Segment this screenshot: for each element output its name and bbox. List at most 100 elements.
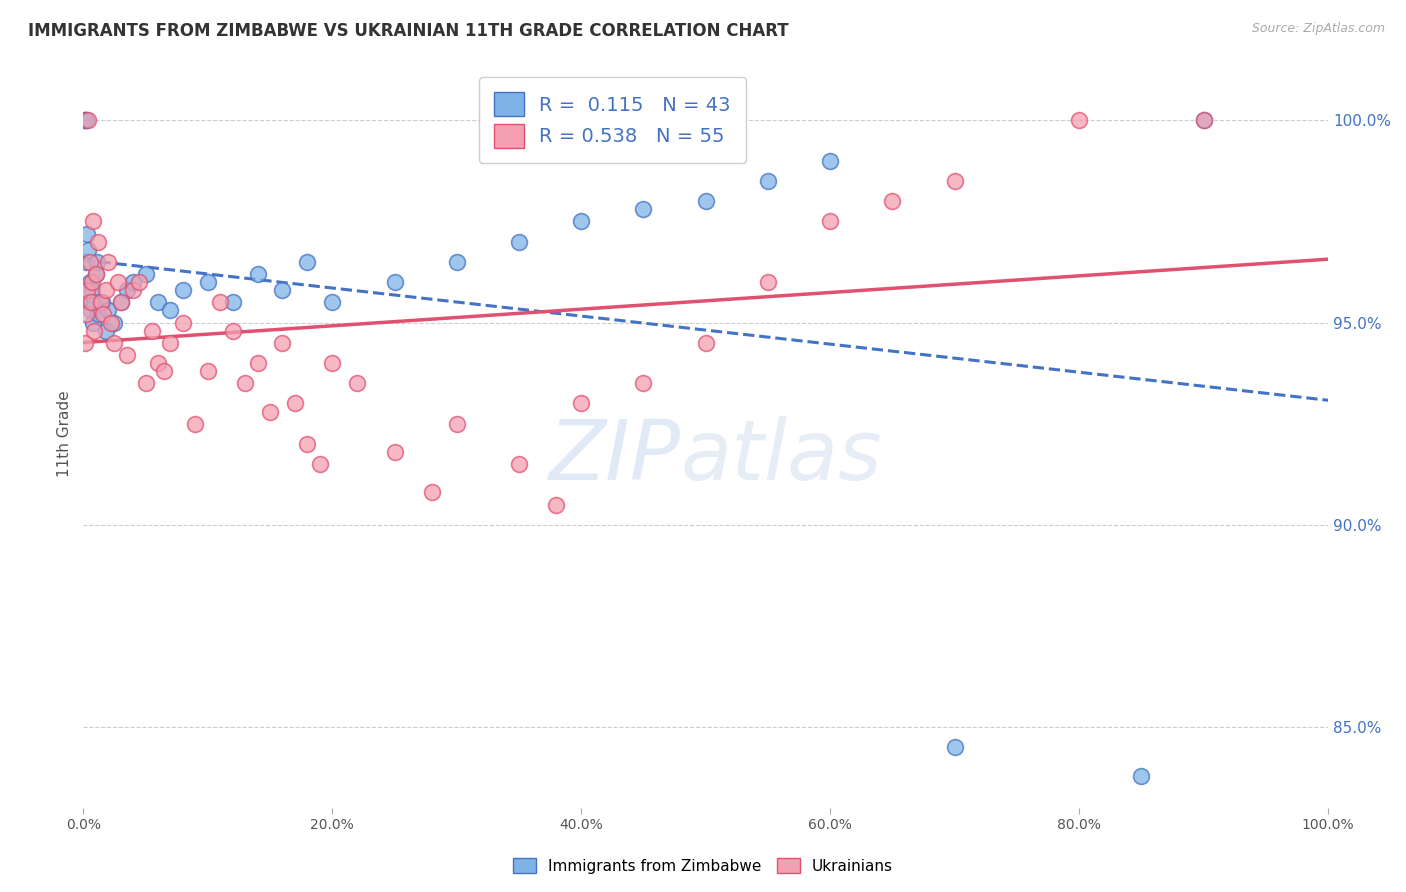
Point	[76, 283, 98, 297]
Point	[633, 376, 655, 391]
Point	[141, 324, 163, 338]
Point	[271, 335, 294, 350]
Point	[84, 267, 107, 281]
Point	[1130, 769, 1153, 783]
Point	[75, 113, 97, 128]
Point	[73, 113, 96, 128]
Y-axis label: 11th Grade: 11th Grade	[58, 391, 72, 477]
Point	[633, 202, 655, 217]
Point	[76, 227, 98, 241]
Point	[80, 303, 103, 318]
Point	[73, 335, 96, 350]
Point	[246, 356, 269, 370]
Point	[79, 275, 101, 289]
Point	[297, 437, 319, 451]
Point	[122, 283, 145, 297]
Text: Source: ZipAtlas.com: Source: ZipAtlas.com	[1251, 22, 1385, 36]
Point	[153, 364, 176, 378]
Point	[90, 295, 112, 310]
Point	[221, 324, 243, 338]
Point	[75, 308, 97, 322]
Point	[122, 275, 145, 289]
Point	[172, 283, 194, 297]
Point	[384, 275, 406, 289]
Text: IMMIGRANTS FROM ZIMBABWE VS UKRAINIAN 11TH GRADE CORRELATION CHART: IMMIGRANTS FROM ZIMBABWE VS UKRAINIAN 11…	[28, 22, 789, 40]
Text: ZIP: ZIP	[548, 416, 681, 497]
Point	[82, 316, 104, 330]
Point	[246, 267, 269, 281]
Text: atlas: atlas	[681, 416, 883, 497]
Point	[756, 275, 779, 289]
Point	[271, 283, 294, 297]
Point	[103, 316, 125, 330]
Point	[75, 255, 97, 269]
Point	[508, 235, 530, 249]
Point	[695, 335, 717, 350]
Point	[91, 308, 114, 322]
Point	[321, 295, 343, 310]
Point	[84, 267, 107, 281]
Point	[87, 235, 110, 249]
Point	[80, 275, 103, 289]
Point	[146, 356, 169, 370]
Point	[882, 194, 904, 209]
Point	[82, 214, 104, 228]
Point	[297, 255, 319, 269]
Point	[818, 153, 841, 168]
Point	[446, 255, 468, 269]
Point	[100, 316, 122, 330]
Point	[321, 356, 343, 370]
Point	[159, 303, 181, 318]
Point	[128, 275, 150, 289]
Point	[110, 295, 132, 310]
Point	[943, 174, 966, 188]
Point	[346, 376, 368, 391]
Point	[83, 295, 105, 310]
Point	[110, 295, 132, 310]
Point	[221, 295, 243, 310]
Point	[284, 396, 307, 410]
Point	[83, 324, 105, 338]
Point	[80, 283, 103, 297]
Point	[446, 417, 468, 431]
Point	[97, 303, 120, 318]
Point	[308, 457, 330, 471]
Point	[146, 295, 169, 310]
Point	[233, 376, 256, 391]
Legend: R =  0.115   N = 43, R = 0.538   N = 55: R = 0.115 N = 43, R = 0.538 N = 55	[479, 77, 747, 163]
Point	[86, 255, 108, 269]
Point	[77, 295, 100, 310]
Point	[943, 740, 966, 755]
Point	[569, 396, 592, 410]
Point	[384, 445, 406, 459]
Point	[87, 308, 110, 322]
Point	[1192, 113, 1215, 128]
Point	[1069, 113, 1091, 128]
Point	[135, 267, 157, 281]
Point	[1192, 113, 1215, 128]
Point	[197, 364, 219, 378]
Point	[259, 404, 281, 418]
Point	[184, 417, 207, 431]
Point	[94, 283, 117, 297]
Point	[75, 113, 97, 128]
Point	[115, 348, 138, 362]
Point	[91, 295, 114, 310]
Point	[135, 376, 157, 391]
Point	[209, 295, 232, 310]
Point	[76, 243, 98, 257]
Point	[546, 498, 568, 512]
Point	[818, 214, 841, 228]
Point	[115, 283, 138, 297]
Point	[159, 335, 181, 350]
Point	[197, 275, 219, 289]
Point	[756, 174, 779, 188]
Point	[97, 255, 120, 269]
Legend: Immigrants from Zimbabwe, Ukrainians: Immigrants from Zimbabwe, Ukrainians	[508, 852, 898, 880]
Point	[107, 275, 129, 289]
Point	[508, 457, 530, 471]
Point	[172, 316, 194, 330]
Point	[695, 194, 717, 209]
Point	[77, 113, 100, 128]
Point	[103, 335, 125, 350]
